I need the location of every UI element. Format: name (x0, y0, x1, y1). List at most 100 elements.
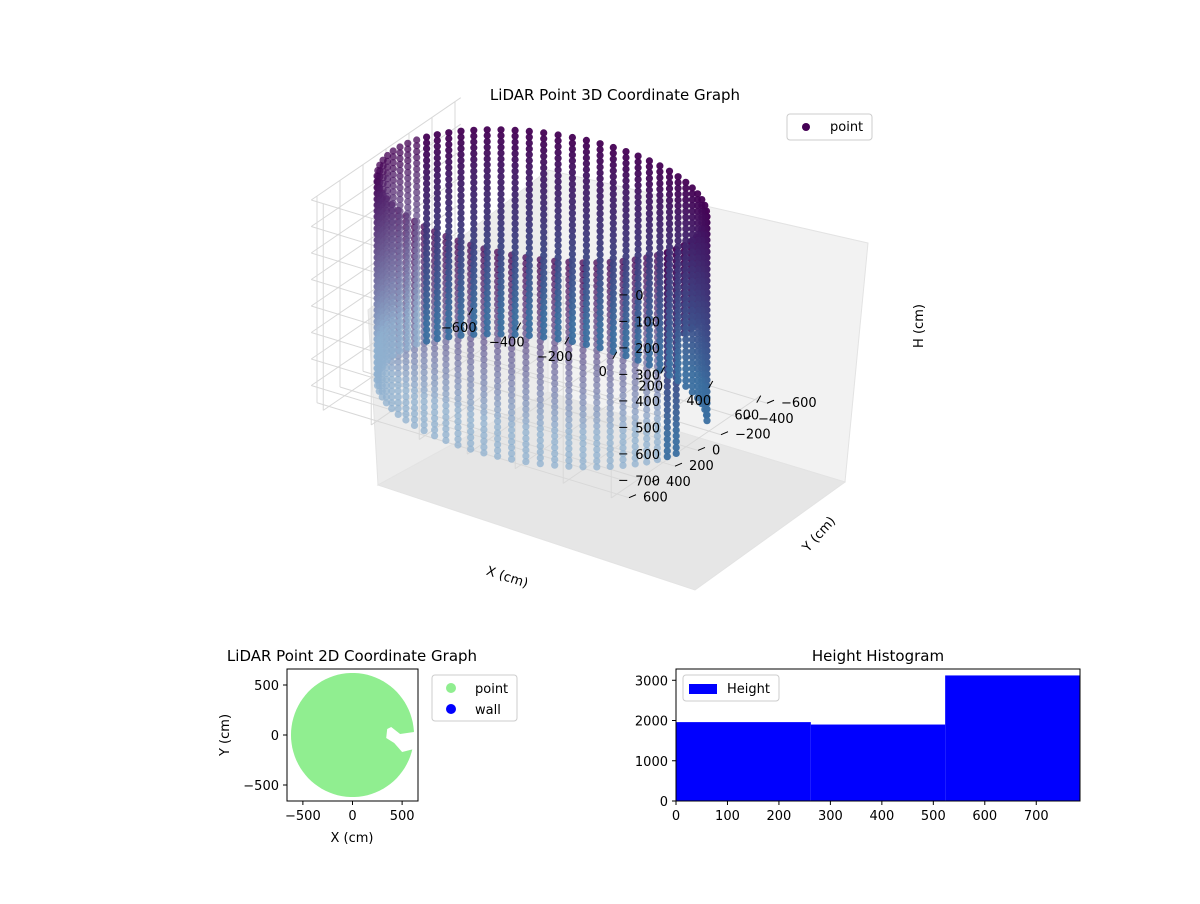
point-marker (525, 203, 533, 211)
point-marker (582, 300, 591, 308)
point-marker (470, 202, 478, 210)
point-marker (682, 289, 690, 297)
point-marker (672, 426, 680, 434)
point-marker (540, 228, 548, 236)
point-marker (682, 237, 690, 245)
point-marker (457, 279, 465, 287)
point-marker (536, 448, 544, 456)
point-marker (665, 365, 674, 373)
point-marker (483, 289, 491, 297)
point-marker (674, 307, 682, 315)
point-marker (619, 374, 627, 382)
point-marker (457, 244, 465, 252)
point-marker (596, 262, 604, 270)
point-marker (431, 408, 439, 416)
point-marker (457, 127, 465, 135)
point-marker (384, 175, 392, 183)
point-marker (396, 178, 404, 186)
point-marker (565, 351, 573, 360)
point-marker (413, 200, 421, 208)
point-marker (582, 200, 591, 209)
point-marker (396, 312, 404, 320)
point-marker (470, 324, 478, 333)
point-marker (665, 220, 674, 228)
point-marker (622, 177, 630, 185)
point-marker (396, 283, 404, 291)
point-marker (536, 396, 544, 404)
x-tick-label: 400 (686, 394, 711, 409)
point-marker (522, 353, 530, 361)
point-marker (565, 451, 573, 459)
point-marker (483, 161, 491, 169)
point-marker (470, 179, 478, 187)
point-marker (497, 318, 505, 326)
point-marker (373, 382, 382, 390)
y-tick-mark (651, 478, 660, 483)
point-marker (433, 230, 441, 238)
point-marker (470, 330, 478, 338)
point-marker (540, 310, 548, 318)
point-marker (433, 171, 441, 180)
point-marker (609, 330, 617, 338)
point-marker (511, 243, 519, 251)
point-marker (694, 213, 702, 221)
point-marker (554, 248, 562, 256)
point-marker (483, 277, 491, 285)
point-marker (396, 265, 404, 273)
point-marker (554, 213, 562, 221)
point-marker (656, 273, 664, 281)
point-marker (384, 251, 392, 259)
plot2d-ylabel: Y (cm) (218, 714, 233, 757)
point-marker (431, 385, 439, 393)
point-marker (413, 328, 421, 336)
point-marker (656, 267, 664, 275)
point-marker (582, 335, 591, 343)
point-marker (423, 133, 431, 141)
point-marker (423, 244, 431, 252)
point-marker (525, 191, 533, 200)
point-marker (656, 174, 664, 182)
point-marker (663, 412, 671, 420)
point-marker (609, 313, 617, 321)
point-marker (404, 198, 412, 206)
point-marker (445, 152, 453, 160)
point-marker (540, 164, 548, 172)
point-marker (645, 163, 654, 171)
point-marker (497, 190, 505, 198)
point-marker (389, 275, 397, 283)
point-marker (643, 446, 651, 454)
point-marker (694, 196, 702, 204)
point-marker (688, 271, 696, 280)
point-marker (423, 308, 431, 316)
point-marker (606, 427, 614, 435)
point-marker (480, 367, 488, 375)
point-marker (688, 301, 696, 309)
point-marker (568, 203, 577, 211)
point-marker (410, 410, 419, 418)
point-marker (384, 280, 392, 288)
point-marker (643, 458, 651, 466)
point-marker (631, 460, 639, 468)
point-marker (480, 449, 488, 457)
point-marker (609, 283, 617, 291)
point-marker (688, 225, 696, 233)
point-marker (431, 350, 439, 358)
point-marker (525, 296, 533, 305)
point-marker (525, 197, 533, 205)
point-marker (494, 371, 502, 379)
point-marker (433, 294, 441, 302)
point-marker (596, 285, 604, 294)
point-marker (622, 317, 630, 325)
point-marker (511, 126, 519, 134)
point-marker (656, 284, 664, 292)
point-marker (619, 421, 627, 429)
point-marker (694, 353, 702, 361)
point-marker (565, 416, 573, 424)
point-marker (622, 171, 630, 179)
plot3d-point-cloud (373, 126, 711, 471)
point-marker (619, 362, 627, 370)
plot3d-zlabel: H (cm) (912, 304, 927, 348)
point-marker (554, 137, 562, 145)
point-marker (420, 398, 428, 406)
point-marker (404, 215, 412, 223)
